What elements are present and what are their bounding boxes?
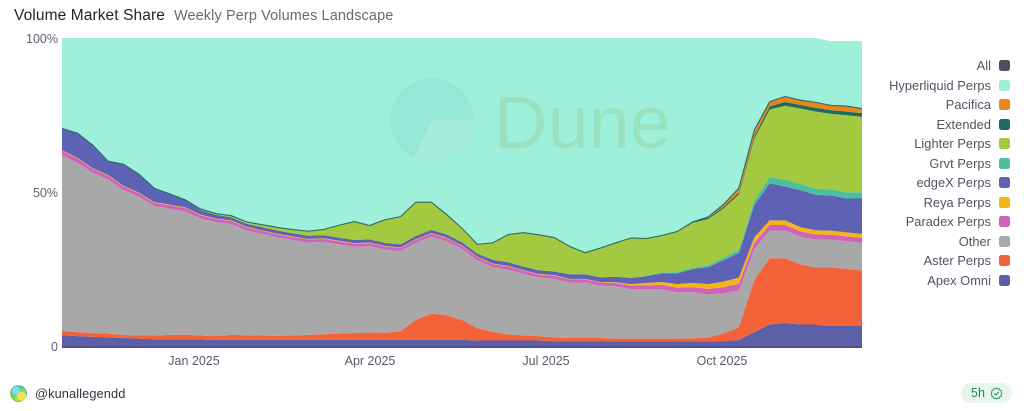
freshness-label: 5h bbox=[971, 386, 985, 400]
legend-color-swatch bbox=[999, 158, 1010, 169]
x-axis-labels: Jan 2025 Apr 2025 Jul 2025 Oct 2025 bbox=[62, 352, 862, 374]
x-axis-tick-label: Jul 2025 bbox=[522, 354, 569, 368]
status-badge[interactable]: 5h bbox=[961, 383, 1012, 403]
legend-item-label: Extended bbox=[937, 117, 991, 132]
legend-color-swatch bbox=[999, 216, 1010, 227]
legend-color-swatch bbox=[999, 119, 1010, 130]
x-axis-tick-label: Apr 2025 bbox=[345, 354, 396, 368]
legend-item-label: Paradex Perps bbox=[906, 214, 991, 229]
area-series-svg bbox=[62, 38, 862, 346]
legend-item-edgex-perps[interactable]: edgeX Perps bbox=[850, 173, 1010, 193]
legend-item-extended[interactable]: Extended bbox=[850, 115, 1010, 135]
legend-item-all[interactable]: All bbox=[850, 56, 1010, 76]
legend-item-label: Other bbox=[959, 234, 991, 249]
legend-item-reya-perps[interactable]: Reya Perps bbox=[850, 193, 1010, 213]
x-axis-tick-label: Oct 2025 bbox=[697, 354, 748, 368]
author-name: @kunallegendd bbox=[35, 386, 125, 401]
x-axis-line bbox=[62, 346, 862, 348]
y-axis-tick-label: 0 bbox=[6, 340, 58, 354]
legend-item-label: Hyperliquid Perps bbox=[889, 78, 991, 93]
legend-item-lighter-perps[interactable]: Lighter Perps bbox=[850, 134, 1010, 154]
legend-item-label: Grvt Perps bbox=[929, 156, 991, 171]
legend-color-swatch bbox=[999, 177, 1010, 188]
chart-page: Volume Market Share Weekly Perp Volumes … bbox=[0, 0, 1024, 411]
page-title: Volume Market Share bbox=[14, 7, 165, 25]
author-block[interactable]: @kunallegendd bbox=[10, 385, 125, 402]
y-axis-labels: 050%100% bbox=[0, 38, 58, 368]
legend-color-swatch bbox=[999, 197, 1010, 208]
chart-legend[interactable]: All Hyperliquid Perps Pacifica Extended Ligh… bbox=[850, 56, 1010, 290]
legend-item-label: Lighter Perps bbox=[914, 136, 991, 151]
legend-item-hyperliquid-perps[interactable]: Hyperliquid Perps bbox=[850, 76, 1010, 96]
legend-color-swatch bbox=[999, 236, 1010, 247]
legend-color-swatch bbox=[999, 99, 1010, 110]
legend-item-label: Reya Perps bbox=[924, 195, 991, 210]
legend-item-other[interactable]: Other bbox=[850, 232, 1010, 252]
legend-item-apex-omni[interactable]: Apex Omni bbox=[850, 271, 1010, 291]
chart-footer: @kunallegendd 5h bbox=[0, 377, 1024, 411]
legend-item-label: Pacifica bbox=[946, 97, 991, 112]
legend-color-swatch bbox=[999, 275, 1010, 286]
legend-item-label: All bbox=[977, 58, 991, 73]
stacked-area-plot[interactable]: Dune bbox=[62, 38, 862, 346]
legend-item-label: Aster Perps bbox=[924, 253, 991, 268]
legend-color-swatch bbox=[999, 60, 1010, 71]
legend-color-swatch bbox=[999, 255, 1010, 266]
x-axis-tick-label: Jan 2025 bbox=[168, 354, 219, 368]
verified-check-icon bbox=[990, 387, 1003, 400]
legend-item-aster-perps[interactable]: Aster Perps bbox=[850, 251, 1010, 271]
chart-plot-wrapper: 050%100% Dune Jan 2025Apr 2025Jul 2025Oc… bbox=[0, 38, 870, 368]
legend-item-label: edgeX Perps bbox=[916, 175, 991, 190]
legend-item-grvt-perps[interactable]: Grvt Perps bbox=[850, 154, 1010, 174]
legend-color-swatch bbox=[999, 80, 1010, 91]
page-subtitle: Weekly Perp Volumes Landscape bbox=[174, 8, 393, 24]
legend-color-swatch bbox=[999, 138, 1010, 149]
avatar bbox=[10, 385, 27, 402]
legend-item-pacifica[interactable]: Pacifica bbox=[850, 95, 1010, 115]
y-axis-tick-label: 50% bbox=[6, 186, 58, 200]
legend-item-label: Apex Omni bbox=[927, 273, 991, 288]
legend-item-paradex-perps[interactable]: Paradex Perps bbox=[850, 212, 1010, 232]
y-axis-tick-label: 100% bbox=[6, 32, 58, 46]
chart-header: Volume Market Share Weekly Perp Volumes … bbox=[14, 7, 393, 25]
